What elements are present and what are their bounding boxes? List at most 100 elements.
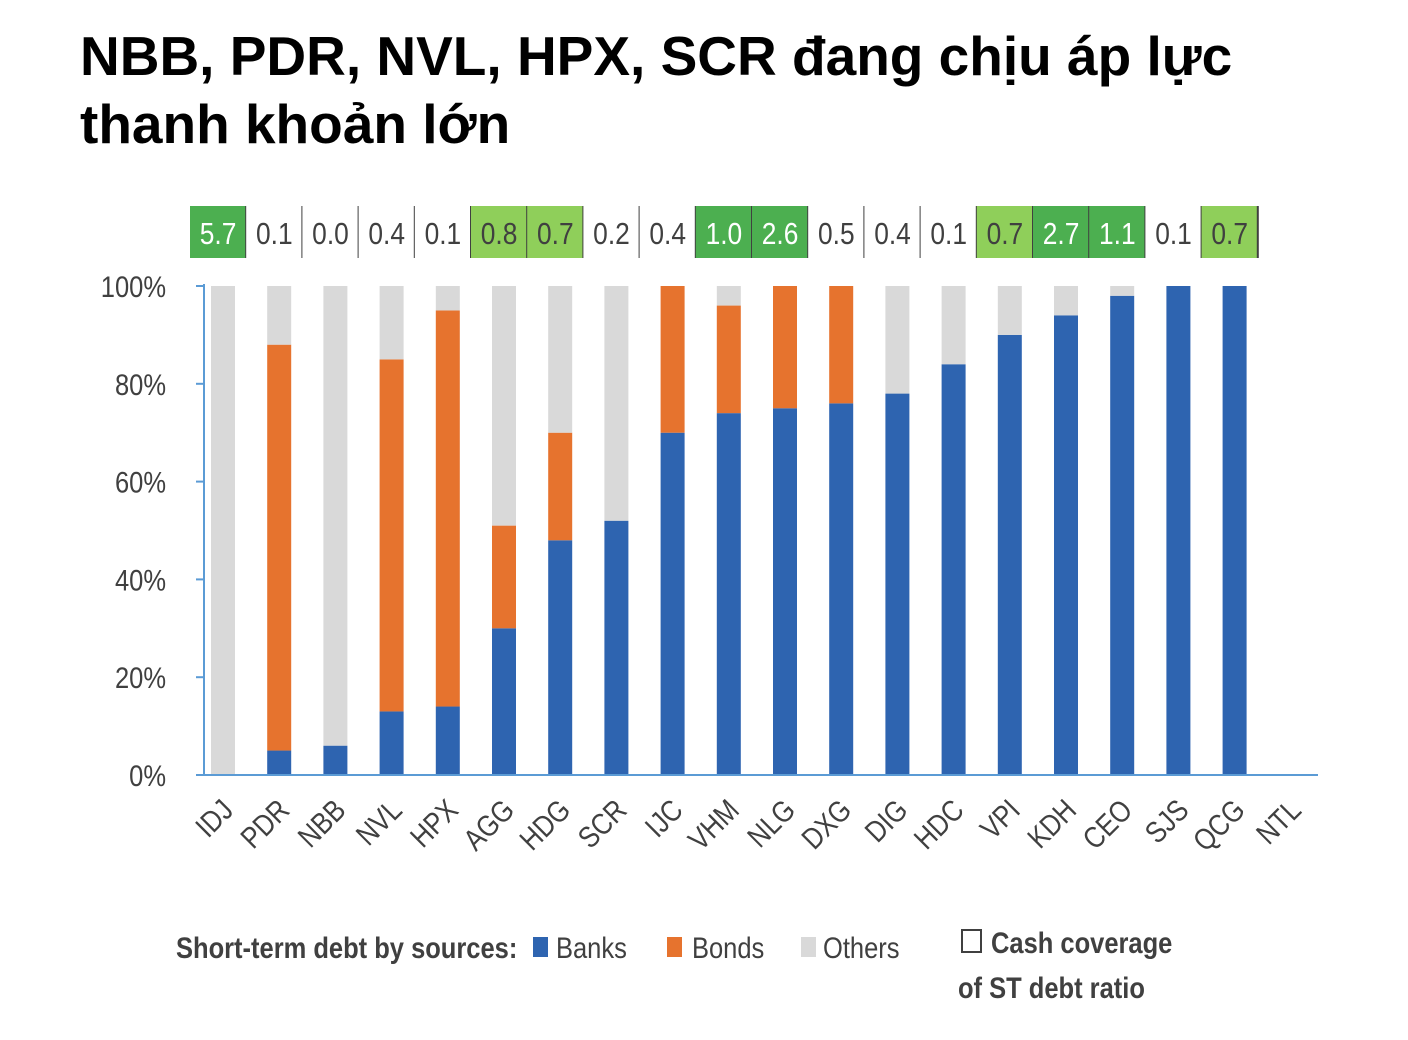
legend-label-banks: Banks: [556, 931, 627, 964]
coverage-cell: [639, 206, 696, 258]
bar-others-hpx: [435, 286, 460, 311]
x-tick-label: CEO: [1076, 793, 1139, 856]
bar-banks-hdg: [548, 540, 573, 775]
coverage-cell: [414, 206, 471, 258]
coverage-value: 2.7: [1043, 217, 1080, 251]
coverage-cell: [583, 206, 640, 258]
coverage-value: 0.8: [481, 217, 518, 251]
coverage-value: 0.5: [818, 217, 855, 251]
coverage-value: 2.6: [762, 217, 799, 251]
legend: Short-term debt by sources: Banks Bonds …: [176, 926, 1172, 1004]
coverage-value: 0.2: [593, 217, 630, 251]
y-tick-label: 0%: [129, 759, 166, 792]
bar-banks-hpx: [435, 706, 460, 775]
x-tick-label: DXG: [795, 793, 858, 856]
legend-swatch-coverage: [961, 929, 982, 953]
legend-swatch-banks: [533, 937, 548, 957]
bars: [211, 286, 1247, 775]
coverage-value: 0.7: [987, 217, 1024, 251]
coverage-cell: [358, 206, 415, 258]
coverage-cell: [1033, 206, 1090, 258]
bar-others-idj: [211, 286, 235, 775]
x-tick-label: HDC: [908, 793, 971, 856]
coverage-value: 0.0: [312, 217, 349, 251]
coverage-value: 0.1: [1155, 217, 1192, 251]
bar-others-ceo: [1110, 286, 1135, 296]
x-tick-label: PDR: [234, 793, 296, 855]
bar-others-hdg: [548, 286, 573, 433]
legend-label-coverage-line2: of ST debt ratio: [958, 971, 1145, 1004]
bar-bonds-agg: [492, 525, 516, 629]
coverage-value: 1.1: [1099, 217, 1136, 251]
y-axis: 0% 20% 40% 60% 80% 100%: [101, 270, 205, 792]
y-tick-label: 20%: [115, 661, 166, 694]
x-tick-label: AGG: [457, 793, 521, 857]
coverage-value: 0.4: [649, 217, 686, 251]
y-tick-label: 80%: [115, 368, 166, 401]
x-tick-label: IJC: [639, 793, 690, 844]
legend-swatch-bonds: [667, 937, 682, 957]
bar-banks-kdh: [1054, 315, 1078, 775]
y-tick-label: 100%: [101, 270, 166, 303]
x-tick-label: VPI: [974, 793, 1027, 846]
bar-banks-scr: [604, 520, 629, 775]
coverage-cell: [752, 206, 809, 258]
bar-banks-dxg: [829, 403, 854, 775]
coverage-value: 1.0: [706, 217, 743, 251]
x-tick-label: HPX: [404, 793, 465, 854]
bar-bonds-ijc: [660, 286, 685, 433]
cash-coverage-row: 5.7 0.1 0.0 0.4 0.1 0.8 0.7 0.2 0.4 1.0 2.6 0.5 0.4 0…: [190, 206, 1259, 258]
x-tick-label: QCG: [1186, 793, 1251, 858]
bar-bonds-nlg: [773, 286, 797, 409]
bar-banks-dig: [885, 393, 910, 775]
coverage-cell: [808, 206, 865, 258]
coverage-value: 0.7: [1211, 217, 1248, 251]
x-tick-label: SJS: [1138, 793, 1195, 850]
coverage-cell: [302, 206, 359, 258]
bar-bonds-hdg: [548, 432, 573, 541]
coverage-value: 0.1: [930, 217, 967, 251]
x-tick-label: HDG: [513, 793, 577, 857]
coverage-value: 0.1: [256, 217, 293, 251]
bar-others-nbb: [323, 286, 348, 746]
x-tick-label: NLG: [741, 793, 802, 854]
x-tick-label: NTL: [1250, 793, 1308, 851]
coverage-cell: [1201, 206, 1258, 258]
legend-label-coverage-line1: Cash coverage: [991, 926, 1172, 959]
bar-bonds-hpx: [435, 310, 460, 707]
x-tick-label: NBB: [291, 793, 352, 854]
coverage-value: 0.4: [874, 217, 911, 251]
coverage-cell: [864, 206, 921, 258]
coverage-cell: [1145, 206, 1202, 258]
bar-others-vhm: [716, 286, 741, 306]
bar-bonds-pdr: [267, 344, 292, 751]
x-tick-label: IDJ: [189, 793, 240, 844]
legend-label-others: Others: [823, 931, 899, 964]
legend-prefix: Short-term debt by sources:: [176, 931, 517, 964]
coverage-cell: [695, 206, 752, 258]
bar-banks-agg: [492, 628, 516, 775]
coverage-cell: [527, 206, 584, 258]
coverage-value: 0.1: [425, 217, 462, 251]
bar-bonds-dxg: [829, 286, 854, 404]
bar-others-hdc: [941, 286, 966, 365]
bar-banks-nvl: [379, 711, 404, 775]
bar-banks-ijc: [660, 432, 685, 775]
y-tick-label: 40%: [115, 563, 166, 596]
coverage-cell: [1089, 206, 1146, 258]
coverage-value: 5.7: [200, 217, 237, 251]
bar-others-nvl: [379, 286, 404, 360]
slide-title: NBB, PDR, NVL, HPX, SCR đang chịu áp lực…: [80, 25, 1233, 155]
legend-label-bonds: Bonds: [692, 931, 764, 964]
bar-others-scr: [604, 286, 629, 521]
coverage-cell: [246, 206, 303, 258]
coverage-cell: [471, 206, 528, 258]
bar-others-dig: [885, 286, 910, 394]
bar-others-pdr: [267, 286, 292, 345]
bar-others-vpi: [997, 286, 1022, 335]
bar-banks-pdr: [267, 750, 292, 775]
x-tick-label: VHM: [682, 793, 746, 857]
coverage-value: 0.7: [537, 217, 574, 251]
